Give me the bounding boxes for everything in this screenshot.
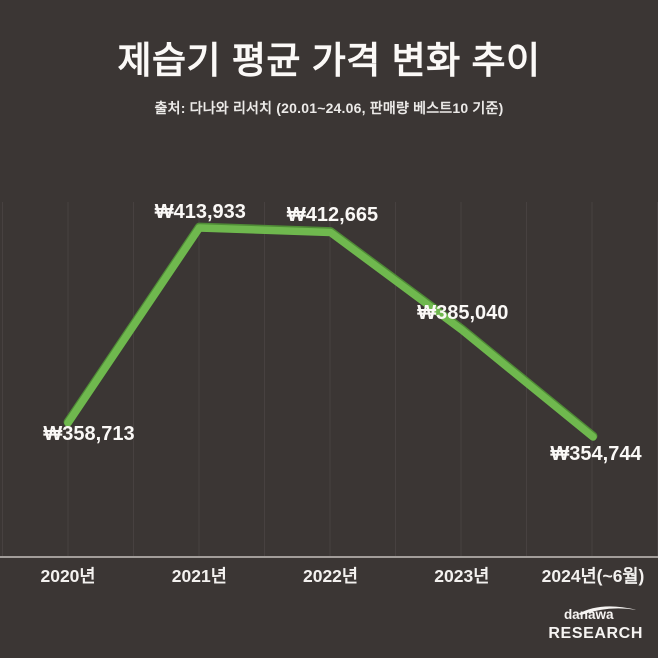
page-title: 제습기 평균 가격 변화 추이 — [117, 40, 541, 81]
x-axis-label: 2022년 — [303, 566, 358, 586]
x-axis-label: 2023년 — [434, 566, 489, 586]
logo-research-text: RESEARCH — [548, 625, 643, 642]
data-label: ₩412,665 — [287, 204, 378, 226]
data-label: ₩354,744 — [550, 443, 642, 465]
price-line — [64, 224, 597, 441]
logo-swoosh-icon — [578, 606, 638, 615]
data-label: ₩413,933 — [155, 201, 246, 223]
x-axis-label: 2021년 — [172, 566, 227, 586]
chart-header: 제습기 평균 가격 변화 추이 출처: 다나와 리서치 (20.01~24.06… — [0, 40, 658, 118]
x-axis-label: 2020년 — [40, 566, 95, 586]
source-note: 출처: 다나와 리서치 (20.01~24.06, 판매량 베스트10 기준) — [154, 99, 504, 116]
logo-danawa-row: danawa — [563, 606, 638, 622]
data-label: ₩358,713 — [43, 423, 134, 445]
logo-danawa-text: danawa — [563, 607, 614, 622]
x-axis-label: 2024년(~6월) — [542, 566, 645, 586]
danawa-research-logo: danawa RESEARCH — [548, 606, 643, 642]
data-label: ₩385,040 — [417, 302, 508, 324]
